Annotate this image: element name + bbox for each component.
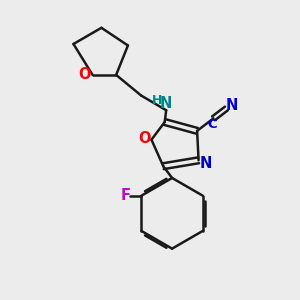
Text: F: F (120, 188, 130, 203)
Text: H: H (152, 94, 162, 107)
Text: C: C (207, 118, 217, 131)
Text: O: O (138, 131, 150, 146)
Text: N: N (226, 98, 238, 113)
Text: N: N (159, 96, 172, 111)
Text: N: N (200, 156, 212, 171)
Text: O: O (78, 68, 91, 82)
